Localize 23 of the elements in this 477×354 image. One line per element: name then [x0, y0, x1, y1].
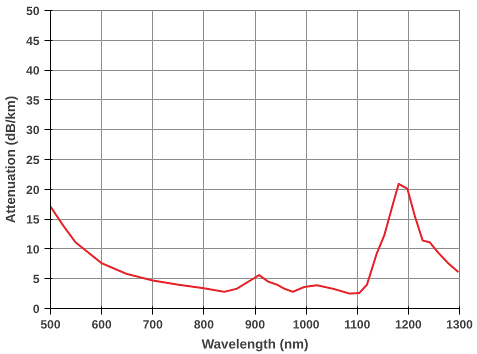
y-tick-label: 15 [26, 212, 40, 227]
x-tick-label: 500 [40, 318, 61, 332]
y-tick-label: 40 [26, 64, 40, 78]
x-tick-label: 900 [244, 318, 266, 332]
y-tick-label: 5 [32, 272, 40, 286]
y-tick-label: 50 [26, 4, 40, 18]
x-axis-title: Wavelength (nm) [202, 336, 308, 352]
y-tick-label: 45 [26, 34, 40, 48]
y-tick-label: 10 [26, 242, 40, 256]
x-tick-label: 700 [142, 318, 164, 332]
x-tick-label: 1300 [446, 318, 474, 332]
y-tick-label: 30 [26, 123, 40, 138]
x-tick-label: 1000 [292, 318, 320, 332]
x-tick-label: 800 [194, 318, 214, 332]
x-tick-label: 600 [92, 318, 112, 332]
y-tick-label: 35 [26, 93, 40, 108]
line-series [50, 182, 460, 295]
y-axis-title: Attenuation (dB/km) [3, 96, 18, 224]
y-tick-label: 20 [26, 182, 40, 197]
y-tick-label: 25 [26, 153, 40, 167]
x-tick-label: 1100 [344, 318, 371, 332]
x-tick-label: 1200 [395, 318, 422, 332]
y-tick-label: 0 [32, 302, 40, 316]
